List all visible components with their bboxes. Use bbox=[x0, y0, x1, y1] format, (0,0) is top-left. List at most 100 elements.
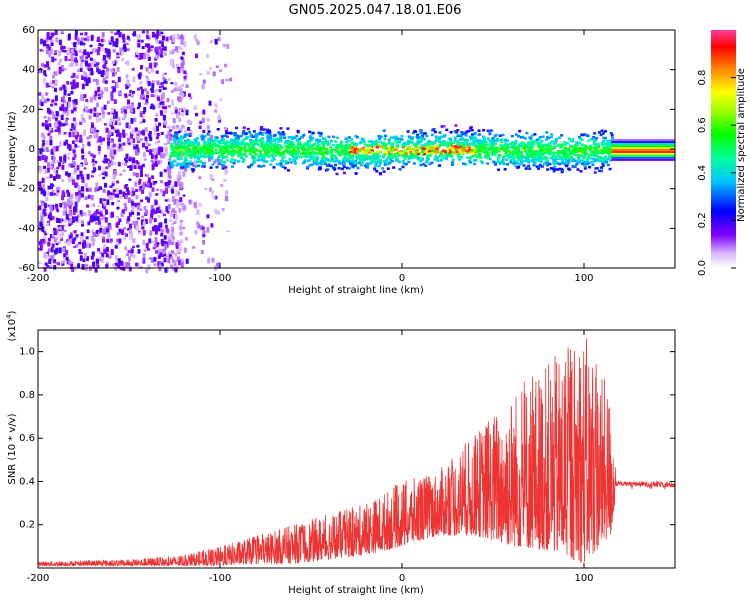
spectrogram-cell bbox=[83, 252, 87, 259]
spectrogram-cell bbox=[154, 130, 158, 136]
spectrogram-cell bbox=[406, 146, 410, 149]
spectrogram-cell bbox=[151, 240, 155, 244]
spectrogram-cell bbox=[180, 137, 184, 141]
spectrogram-cell bbox=[242, 129, 246, 133]
spectrogram-cell bbox=[356, 166, 360, 170]
spectrogram-cell bbox=[162, 240, 166, 244]
spectrogram-cell bbox=[87, 141, 91, 146]
spectrogram-cell bbox=[89, 96, 93, 103]
spectrogram-cell bbox=[541, 144, 544, 148]
spectrogram-cell bbox=[163, 257, 167, 263]
spectrogram-cell bbox=[46, 191, 50, 196]
spectrogram-cell bbox=[95, 222, 98, 225]
spectrogram-cell bbox=[348, 144, 352, 147]
spectrogram-cell bbox=[327, 135, 331, 139]
spectrogram-cell bbox=[460, 155, 464, 159]
spectrogram-cell bbox=[183, 147, 187, 151]
spectrogram-cell bbox=[63, 202, 67, 209]
spectrogram-cell bbox=[423, 132, 427, 135]
spectrogram-cell bbox=[437, 139, 441, 142]
spectrogram-cell bbox=[154, 228, 158, 235]
spectrogram-cell bbox=[49, 206, 53, 212]
spectrogram-cell bbox=[243, 138, 247, 141]
spectrogram-cell bbox=[511, 142, 515, 145]
spectrogram-cell bbox=[494, 147, 497, 150]
spectrogram-cell bbox=[201, 83, 205, 89]
spectrogram-cell bbox=[141, 226, 145, 230]
spectrogram-cell bbox=[167, 198, 171, 202]
spectrogram-cell bbox=[611, 153, 675, 155]
spectrogram-cell bbox=[92, 239, 96, 242]
spectrogram-cell bbox=[241, 160, 245, 163]
spectrogram-cell bbox=[139, 111, 143, 114]
spectrogram-cell bbox=[611, 158, 675, 161]
spectrogram-cell bbox=[188, 153, 192, 156]
spectrogram-cell bbox=[61, 231, 65, 236]
spectrogram-cell bbox=[214, 148, 218, 151]
spectrogram-cell bbox=[142, 142, 145, 146]
spectrogram-cell bbox=[111, 192, 115, 196]
spectrogram-cell bbox=[43, 212, 47, 217]
spectrogram-cell bbox=[488, 139, 492, 142]
spectrogram-cell bbox=[590, 137, 594, 141]
spectrogram-cell bbox=[202, 232, 206, 238]
spectrogram-cell bbox=[61, 65, 64, 70]
spectrogram-cell bbox=[105, 228, 109, 233]
spectrogram-cell bbox=[97, 86, 101, 93]
spectrogram-cell bbox=[41, 122, 45, 127]
spectrogram-cell bbox=[63, 229, 67, 232]
spectrogram-cell bbox=[82, 258, 86, 263]
y-tick-label: 0.4 bbox=[19, 476, 35, 487]
spectrogram-cell bbox=[194, 145, 198, 148]
spectrogram-cell bbox=[581, 149, 585, 153]
spectrogram-cell bbox=[132, 138, 136, 144]
spectrogram-cell bbox=[299, 146, 303, 149]
spectrogram-cell bbox=[101, 69, 105, 75]
spectrogram-cell bbox=[43, 252, 47, 259]
spectrogram-cell bbox=[95, 117, 99, 123]
spectrogram-cell bbox=[62, 46, 66, 49]
spectrogram-cell bbox=[138, 180, 142, 185]
spectrogram-cell bbox=[186, 141, 190, 144]
spectrogram-cell bbox=[494, 133, 498, 137]
spectrogram-cell bbox=[250, 150, 254, 153]
spectrogram-cell bbox=[85, 99, 89, 103]
spectrogram-cell bbox=[80, 41, 83, 46]
spectrogram-cell bbox=[182, 171, 186, 177]
spectrogram-cell bbox=[387, 138, 391, 142]
spectrogram-cell bbox=[54, 102, 58, 106]
spectrogram-cell bbox=[122, 266, 126, 271]
spectrogram-cell bbox=[260, 157, 264, 161]
spectrogram-cell bbox=[68, 235, 72, 239]
spectrogram-cell bbox=[61, 164, 65, 170]
spectrogram-cell bbox=[220, 135, 224, 138]
spectrogram-cell bbox=[67, 172, 71, 177]
spectrogram-cell bbox=[588, 148, 592, 151]
spectrogram-cell bbox=[382, 141, 386, 144]
spectrogram-cell bbox=[110, 132, 114, 136]
spectrogram-cell bbox=[312, 143, 316, 146]
spectrogram-cell bbox=[346, 139, 350, 142]
spectrogram-cell bbox=[583, 167, 587, 170]
spectrogram-cell bbox=[515, 148, 519, 151]
spectrogram-cell bbox=[53, 53, 57, 55]
spectrogram-cell bbox=[131, 202, 135, 209]
spectrogram-cell bbox=[608, 144, 612, 148]
spectrogram-cell bbox=[174, 82, 178, 86]
spectrogram-cell bbox=[84, 267, 88, 271]
spectrogram-cell bbox=[482, 129, 486, 132]
spectrogram-cell bbox=[478, 156, 482, 159]
spectrogram-cell bbox=[309, 139, 313, 142]
spectrogram-cell bbox=[292, 143, 296, 146]
spectrogram-cell bbox=[123, 236, 127, 240]
spectrogram-cell bbox=[72, 211, 76, 215]
spectrogram-cell bbox=[260, 153, 264, 157]
spectrogram-cell bbox=[90, 153, 94, 157]
spectrogram-cell bbox=[85, 56, 89, 59]
spectrogram-cell bbox=[119, 47, 123, 52]
spectrogram-cell bbox=[91, 48, 95, 54]
spectrogram-cell bbox=[136, 133, 140, 137]
spectrogram-cell bbox=[101, 252, 105, 258]
spectrogram-cell bbox=[79, 138, 83, 143]
spectrogram-cell bbox=[518, 155, 522, 158]
